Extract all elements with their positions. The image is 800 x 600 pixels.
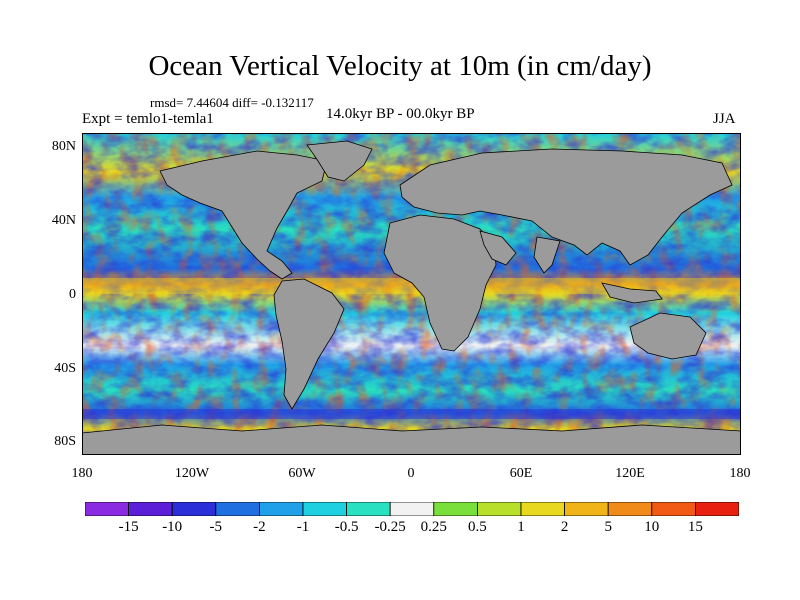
antarctica: [82, 424, 741, 455]
lat-label-80n: 80N: [51, 139, 76, 154]
lon-label-60e: 60E: [509, 466, 533, 481]
map-panel: [82, 133, 741, 455]
colorbar-box-13: [651, 502, 696, 516]
colorbar-label-10: 2: [560, 519, 569, 535]
colorbar-label-11: 5: [604, 519, 612, 535]
indonesia: [601, 282, 663, 304]
eurasia: [399, 148, 733, 266]
land-masses: [82, 140, 741, 455]
lat-label-0: 0: [69, 287, 76, 302]
india: [533, 236, 561, 274]
equatorial-band: [82, 278, 741, 294]
south-america: [273, 278, 345, 410]
colorbar-label-3: -2: [253, 519, 266, 535]
north-america: [159, 150, 328, 280]
ocean-velocity-map: [82, 133, 741, 455]
colorbar-box-8: [433, 502, 478, 516]
australia: [629, 312, 707, 360]
colorbar-box-12: [607, 502, 653, 516]
colorbar-label-4: -1: [296, 519, 310, 535]
experiment-label: Expt = temlo1-temla1: [82, 111, 214, 127]
lon-label-0: 0: [407, 466, 415, 481]
colorbar-label-5: -0.5: [334, 519, 359, 535]
colorbar-label-12: 10: [644, 519, 660, 535]
stats-line: rmsd= 7.44604 diff= -0.132117: [150, 95, 314, 110]
colorbar-label-7: 0.25: [420, 519, 447, 535]
colorbar-box-7: [389, 502, 435, 516]
colorbar-label-2: -5: [209, 519, 223, 535]
period-label: 14.0kyr BP - 00.0kyr BP: [326, 106, 475, 122]
colorbar-box-0: [85, 502, 129, 516]
lat-label-40s: 40S: [54, 361, 76, 376]
colorbar-label-8: 0.5: [468, 519, 487, 535]
lon-label-60w: 60W: [288, 466, 316, 481]
southern-ocean-band: [82, 409, 741, 419]
colorbar-box-4: [258, 502, 304, 516]
colorbar-label-13: 15: [687, 519, 703, 535]
season-label: JJA: [713, 111, 736, 127]
greenland: [306, 140, 373, 182]
colorbar-label-6: -0.25: [374, 519, 406, 535]
colorbar-box-6: [346, 502, 391, 516]
lon-label-120w: 120W: [174, 466, 210, 481]
colorbar-label-9: 1: [517, 519, 525, 535]
lon-label-120e: 120E: [615, 466, 645, 481]
lon-label-180e: 180: [729, 466, 751, 481]
colorbar-box-14: [695, 502, 739, 516]
colorbar-label-1: -10: [162, 519, 183, 535]
arabia: [479, 230, 517, 266]
lat-label-40n: 40N: [51, 213, 76, 228]
colorbar: [85, 502, 739, 516]
lon-label-180w: 180: [71, 466, 93, 481]
africa: [383, 214, 497, 352]
colorbar-label-0: -15: [118, 519, 139, 535]
map-frame: [82, 133, 741, 455]
colorbar-box-10: [520, 502, 565, 516]
colorbar-box-11: [564, 502, 609, 516]
colorbar-box-5: [302, 502, 347, 516]
lat-label-80s: 80S: [54, 434, 76, 449]
colorbar-box-9: [476, 502, 522, 516]
map-title: Ocean Vertical Velocity at 10m (in cm/da…: [148, 50, 652, 82]
colorbar-box-3: [215, 502, 260, 516]
colorbar-box-2: [171, 502, 217, 516]
colorbar-box-1: [128, 502, 173, 516]
